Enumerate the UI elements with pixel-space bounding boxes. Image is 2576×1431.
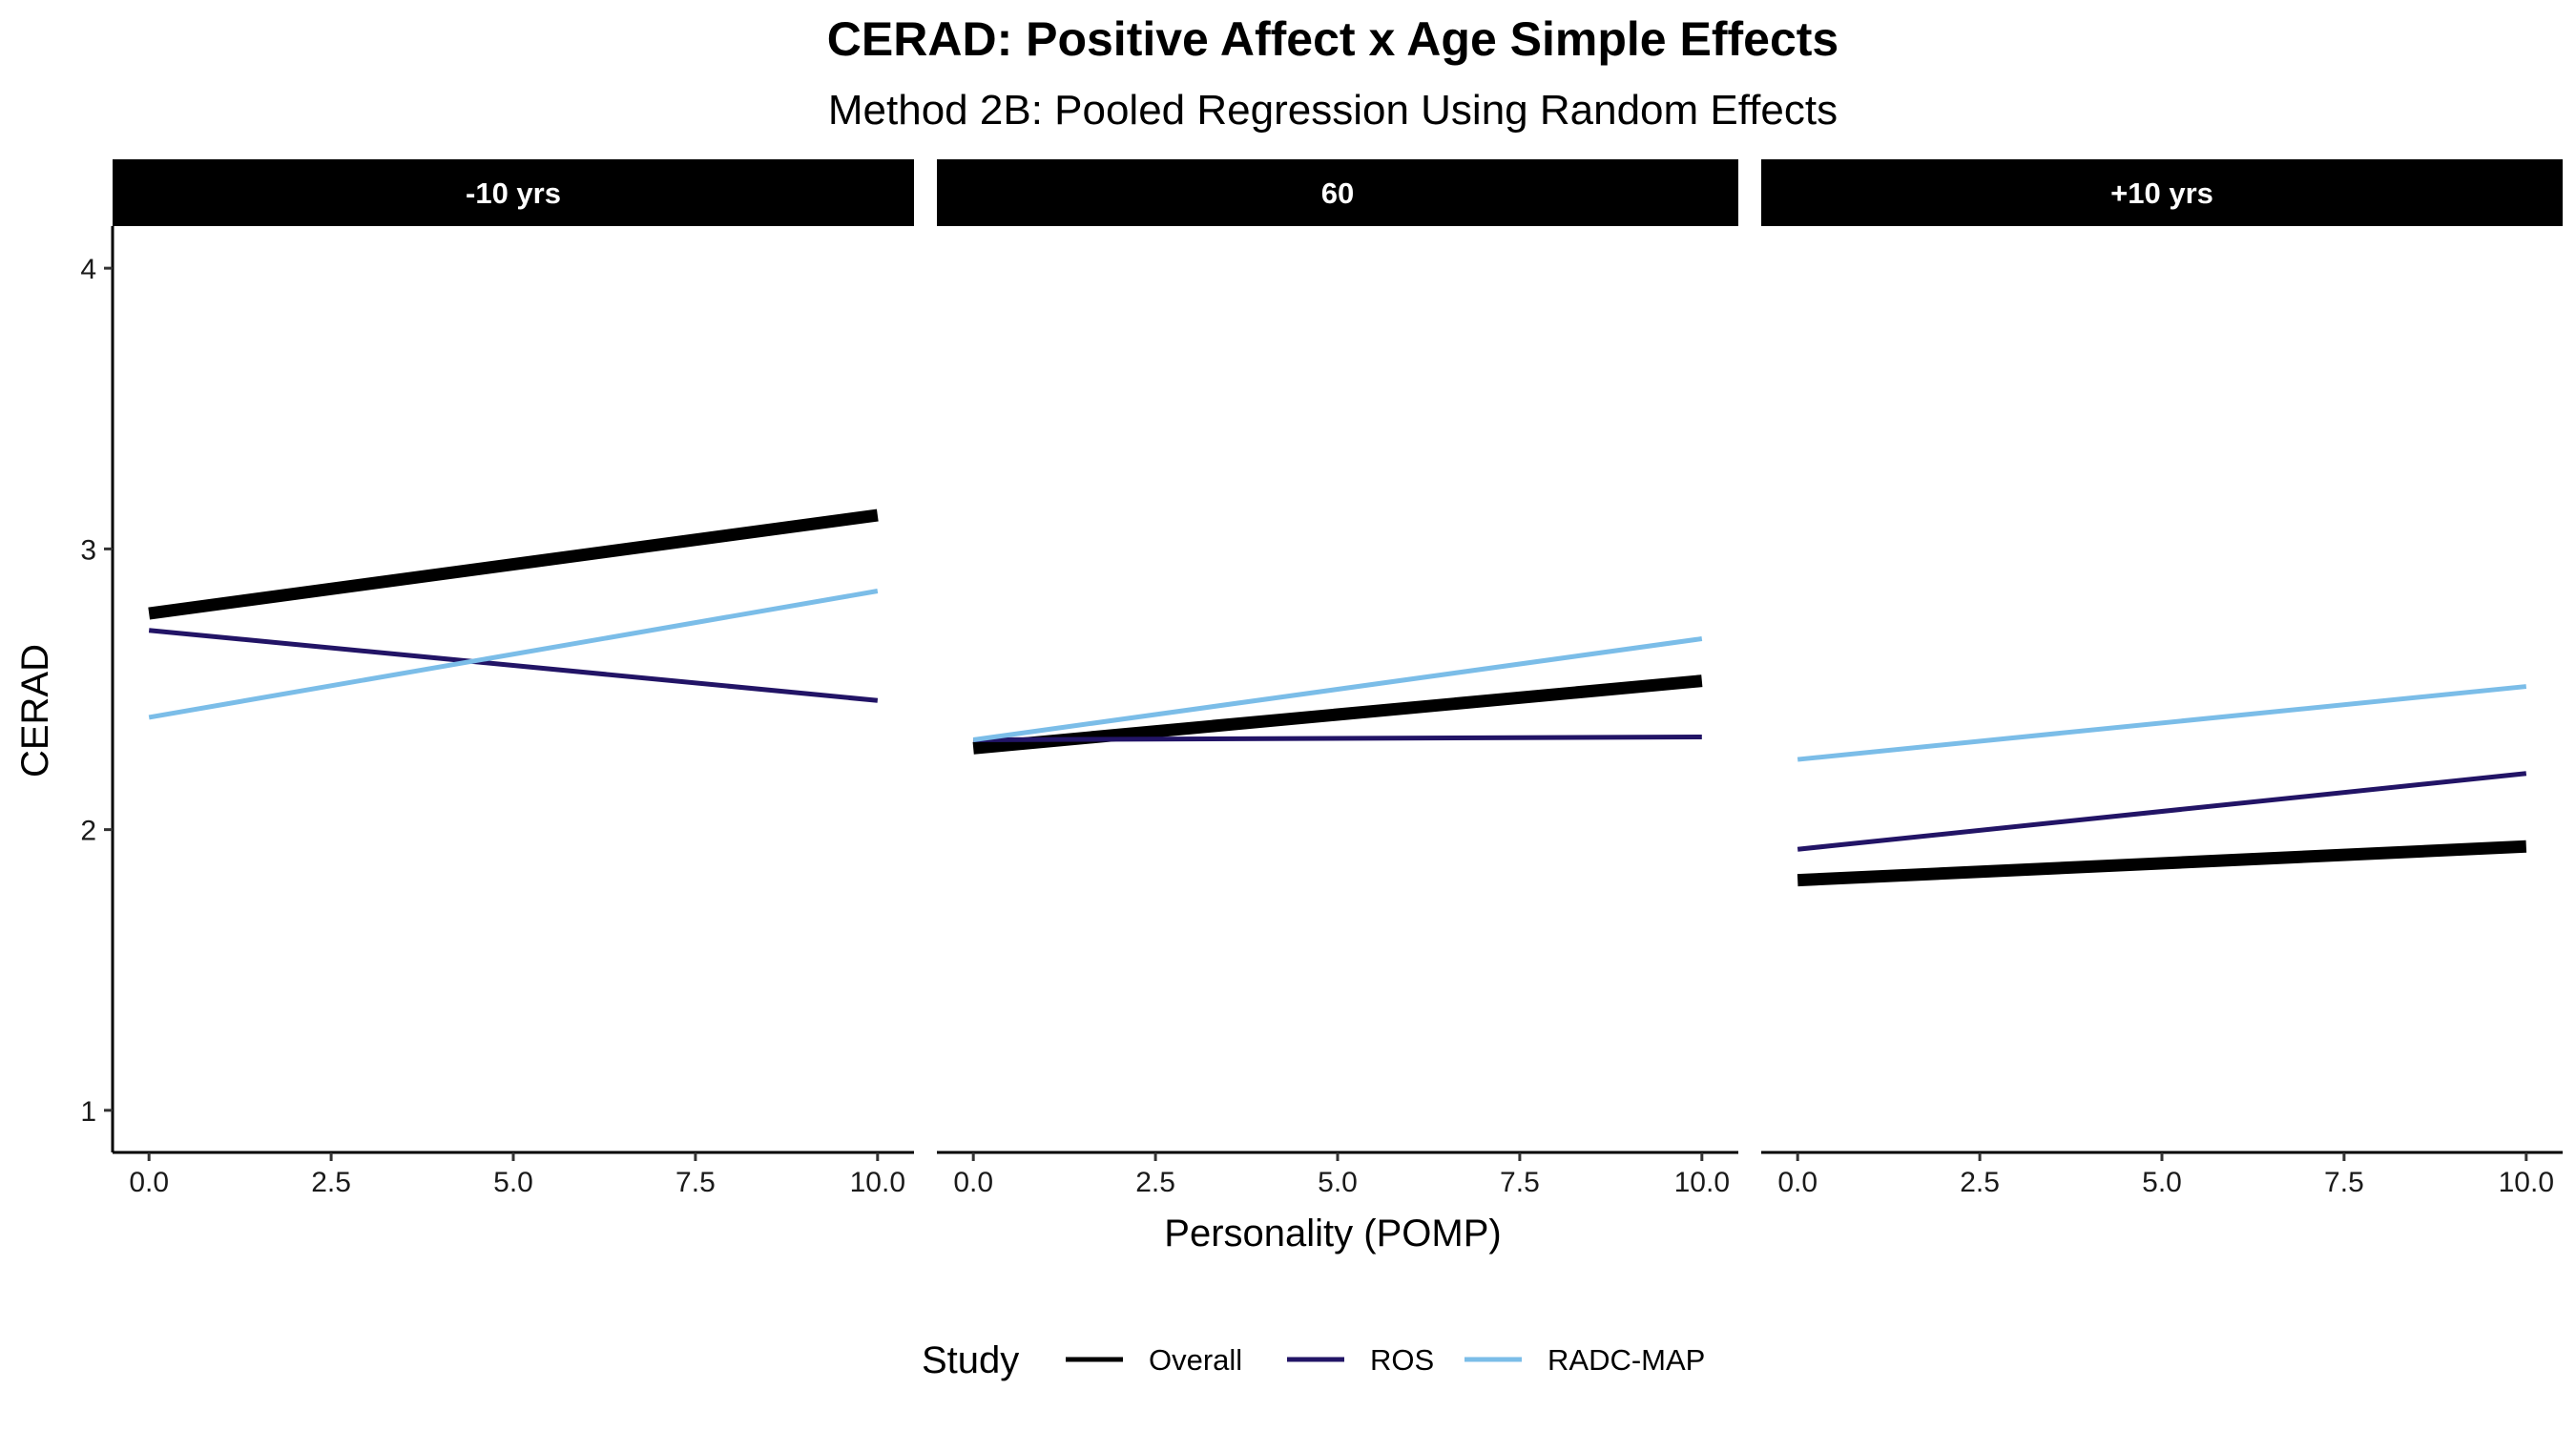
y-tick-label: 4: [80, 254, 96, 285]
series-line-ros: [1797, 771, 2527, 852]
facet-strip: [1761, 159, 2563, 226]
x-tick-label: 7.5: [2324, 1167, 2364, 1198]
x-tick-label: 10.0: [1674, 1167, 1730, 1198]
facet-panel: 60 0.0 2.5 5.0 7.5 10.0: [937, 159, 1738, 1198]
facet-strip-label: 60: [1321, 176, 1354, 210]
x-tick-label: 2.5: [1135, 1167, 1175, 1198]
x-tick-label: 0.0: [1777, 1167, 1818, 1198]
series-line-radc-map: [1797, 684, 2527, 762]
x-tick-label: 5.0: [1318, 1167, 1358, 1198]
legend-label: Overall: [1149, 1343, 1242, 1377]
chart-subtitle: Method 2B: Pooled Regression Using Rando…: [828, 87, 1838, 134]
legend-label: RADC-MAP: [1548, 1343, 1705, 1377]
facet-strip-label: +10 yrs: [2110, 176, 2213, 210]
legend-title: Study: [922, 1339, 1019, 1381]
legend: Study Overall ROS RADC-MAP: [922, 1339, 1705, 1381]
legend-label: ROS: [1370, 1343, 1434, 1377]
series-line-ros: [973, 735, 1702, 742]
x-axis-title: Personality (POMP): [1164, 1213, 1501, 1255]
chart-title: CERAD: Positive Affect x Age Simple Effe…: [827, 12, 1839, 66]
facet-strip-label: -10 yrs: [466, 176, 561, 210]
facet-strip: [113, 159, 914, 226]
facet-panel: -10 yrs 0.0 2.5 5.0 7.5 10.0 1 2 3 4: [80, 159, 914, 1198]
x-tick-label: 7.5: [675, 1167, 716, 1198]
x-tick-label: 0.0: [953, 1167, 993, 1198]
x-tick-label: 10.0: [2499, 1167, 2554, 1198]
x-tick-label: 5.0: [2142, 1167, 2182, 1198]
x-tick-label: 2.5: [1960, 1167, 2000, 1198]
y-tick-label: 3: [80, 534, 96, 566]
facet-panel: +10 yrs 0.0 2.5 5.0 7.5 10.0: [1761, 159, 2563, 1198]
y-axis-title: CERAD: [14, 644, 56, 778]
facet-panels: -10 yrs 0.0 2.5 5.0 7.5 10.0 1 2 3 4 60 0.0 2.5 5.0 7.…: [80, 159, 2563, 1198]
facet-strip: [937, 159, 1738, 226]
series-line-radc-map: [148, 589, 879, 720]
x-tick-label: 5.0: [493, 1167, 533, 1198]
x-tick-label: 7.5: [1500, 1167, 1540, 1198]
x-tick-label: 10.0: [850, 1167, 905, 1198]
x-tick-label: 2.5: [311, 1167, 351, 1198]
series-line-ros: [148, 628, 879, 703]
series-line-radc-map: [972, 636, 1703, 742]
x-tick-label: 0.0: [129, 1167, 169, 1198]
y-tick-label: 2: [80, 816, 96, 847]
series-line-overall: [148, 508, 879, 620]
series-line-overall: [1797, 840, 2527, 887]
y-tick-label: 1: [80, 1096, 96, 1128]
